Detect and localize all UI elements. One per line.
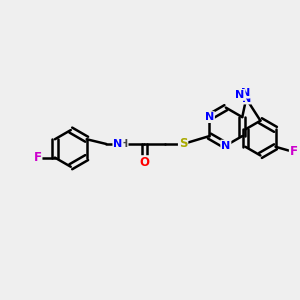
Text: H: H [120,139,128,149]
Text: N: N [205,112,214,122]
Text: N: N [221,141,230,151]
Text: N: N [241,88,250,98]
Text: S: S [179,137,188,151]
Text: N: N [113,139,123,149]
Text: F: F [34,151,41,164]
Text: N: N [242,94,251,103]
Text: O: O [139,156,149,169]
Text: N: N [235,90,244,100]
Text: F: F [290,145,298,158]
